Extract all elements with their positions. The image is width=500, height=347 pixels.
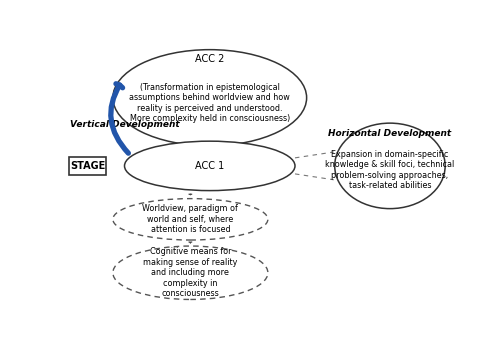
Text: Expansion in domain-specific
knowledge & skill foci, technical
problem-solving a: Expansion in domain-specific knowledge &…: [326, 150, 454, 190]
Ellipse shape: [113, 50, 306, 146]
Text: Worldview, paradigm of
world and self, where
attention is focused: Worldview, paradigm of world and self, w…: [142, 204, 238, 234]
Text: ACC 1: ACC 1: [195, 161, 224, 171]
Ellipse shape: [124, 141, 295, 191]
Text: STAGE: STAGE: [70, 161, 106, 171]
Text: Cognitive means for
making sense of reality
and including more
complexity in
con: Cognitive means for making sense of real…: [143, 247, 238, 298]
Ellipse shape: [334, 123, 445, 209]
Text: ACC 2: ACC 2: [195, 54, 224, 64]
Ellipse shape: [113, 246, 268, 299]
FancyBboxPatch shape: [70, 157, 106, 175]
Text: (Transformation in epistemological
assumptions behind worldview and how
reality : (Transformation in epistemological assum…: [130, 83, 290, 123]
Text: Horizontal Development: Horizontal Development: [328, 129, 452, 138]
Ellipse shape: [113, 198, 268, 240]
Text: Vertical Development: Vertical Development: [70, 120, 180, 129]
